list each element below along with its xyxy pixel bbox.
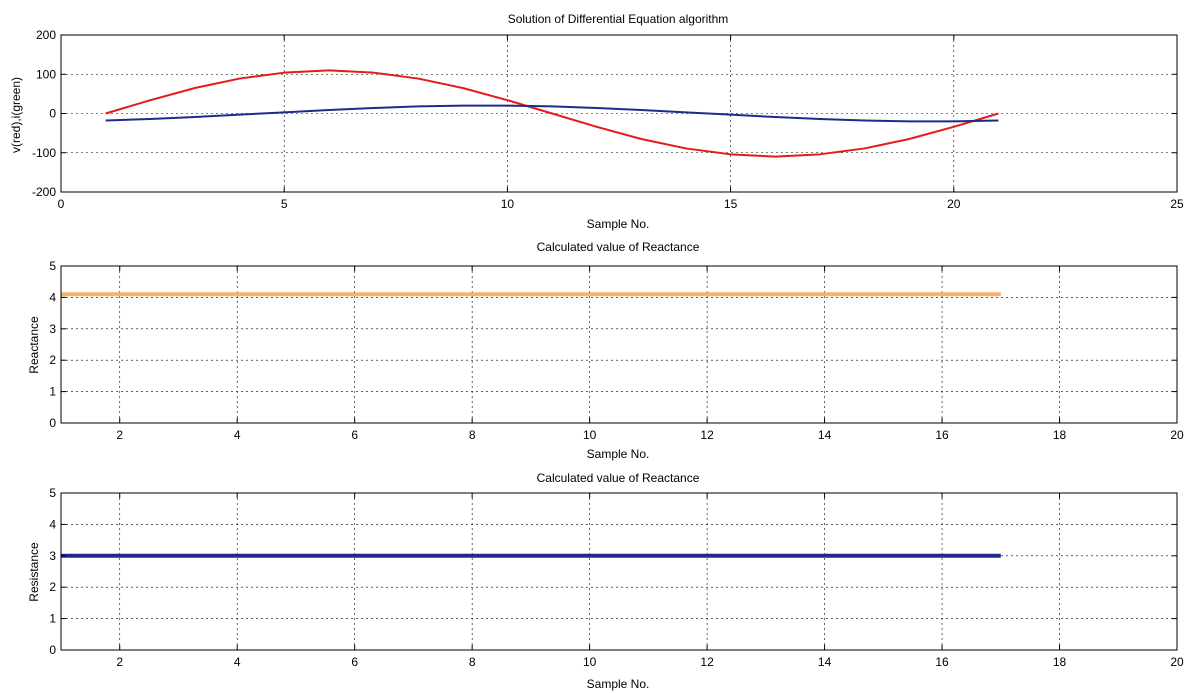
plot-panel-1: Solution of Differential Equation algori… bbox=[9, 12, 1184, 231]
series-line-1 bbox=[105, 69, 999, 158]
x-tick-label: 6 bbox=[351, 428, 358, 442]
x-tick-label: 25 bbox=[1170, 197, 1184, 211]
x-tick-label: 12 bbox=[700, 655, 714, 669]
x-tick-label: 8 bbox=[469, 428, 476, 442]
x-tick-label: 0 bbox=[58, 197, 65, 211]
x-tick-label: 20 bbox=[947, 197, 961, 211]
x-tick-label: 16 bbox=[935, 655, 949, 669]
y-tick-label: 3 bbox=[49, 549, 56, 563]
x-tick-label: 10 bbox=[583, 655, 597, 669]
plot-panel-2: Calculated value of Reactance Sample No.… bbox=[27, 240, 1184, 461]
x-tick-label: 5 bbox=[281, 197, 288, 211]
y-tick-label: -100 bbox=[32, 146, 56, 160]
y-tick-label: -200 bbox=[32, 185, 56, 199]
y-tick-label: 0 bbox=[49, 107, 56, 121]
x-tick-label: 18 bbox=[1053, 428, 1067, 442]
x-tick-label: 14 bbox=[818, 428, 832, 442]
x-tick-label: 14 bbox=[818, 655, 832, 669]
x-tick-label: 20 bbox=[1170, 655, 1184, 669]
y-tick-label: 2 bbox=[49, 580, 56, 594]
x-axis-label: Sample No. bbox=[587, 217, 650, 231]
y-tick-label: 1 bbox=[49, 385, 56, 399]
x-tick-label: 2 bbox=[116, 428, 123, 442]
x-axis-label: Sample No. bbox=[587, 447, 650, 461]
y-axis-label: Reactance bbox=[27, 316, 41, 374]
axes-box bbox=[60, 34, 1178, 193]
x-tick-label: 12 bbox=[700, 428, 714, 442]
x-tick-label: 4 bbox=[234, 655, 241, 669]
plot-panel-3: Calculated value of Reactance Sample No.… bbox=[27, 471, 1184, 691]
y-tick-label: 2 bbox=[49, 353, 56, 367]
x-tick-label: 20 bbox=[1170, 428, 1184, 442]
x-tick-label: 2 bbox=[116, 655, 123, 669]
y-tick-label: 4 bbox=[49, 517, 56, 531]
x-tick-label: 8 bbox=[469, 655, 476, 669]
axes-box bbox=[60, 492, 1178, 651]
series-line-2 bbox=[105, 104, 999, 123]
y-tick-label: 5 bbox=[49, 259, 56, 273]
y-tick-label: 4 bbox=[49, 290, 56, 304]
y-tick-label: 1 bbox=[49, 612, 56, 626]
plot-title: Calculated value of Reactance bbox=[537, 240, 700, 254]
x-tick-label: 16 bbox=[935, 428, 949, 442]
x-tick-label: 15 bbox=[724, 197, 738, 211]
y-tick-label: 200 bbox=[36, 28, 56, 42]
axes-box bbox=[60, 265, 1178, 424]
x-tick-label: 4 bbox=[234, 428, 241, 442]
plot-title: Solution of Differential Equation algori… bbox=[508, 12, 729, 26]
y-tick-label: 100 bbox=[36, 67, 56, 81]
y-tick-label: 3 bbox=[49, 322, 56, 336]
x-tick-label: 6 bbox=[351, 655, 358, 669]
x-tick-label: 10 bbox=[501, 197, 515, 211]
plot-title: Calculated value of Reactance bbox=[537, 471, 700, 485]
y-tick-label: 5 bbox=[49, 486, 56, 500]
y-tick-label: 0 bbox=[49, 643, 56, 657]
x-tick-label: 10 bbox=[583, 428, 597, 442]
y-axis-label: Resistance bbox=[27, 542, 41, 602]
x-tick-label: 18 bbox=[1053, 655, 1067, 669]
y-axis-label: v(red),i(green) bbox=[9, 77, 23, 153]
x-axis-label: Sample No. bbox=[587, 677, 650, 691]
y-tick-label: 0 bbox=[49, 416, 56, 430]
